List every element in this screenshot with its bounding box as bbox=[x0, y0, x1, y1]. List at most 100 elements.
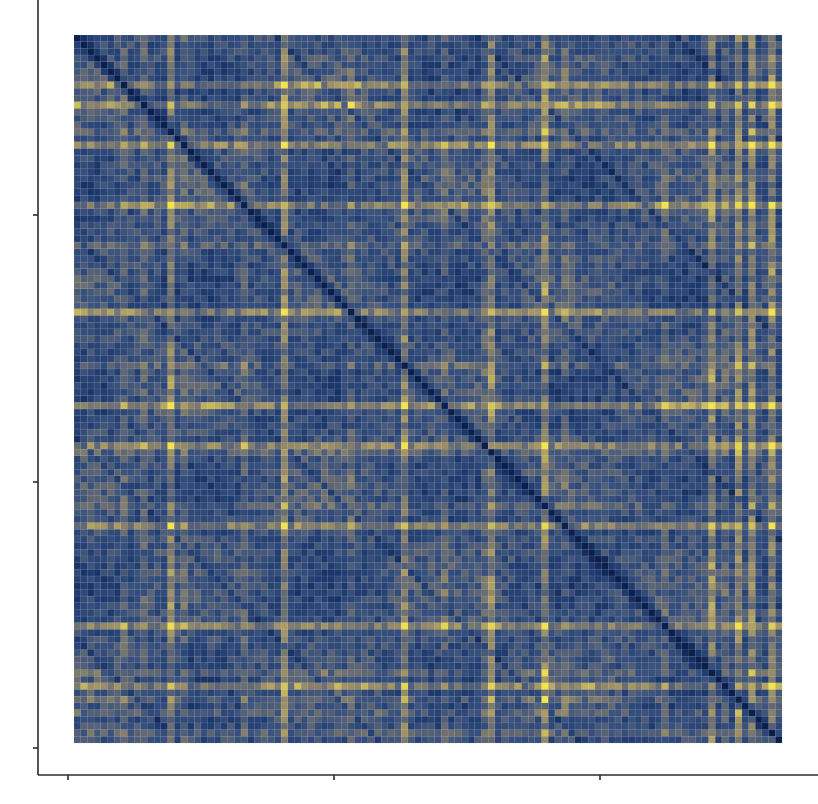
heatmap-cell bbox=[73, 348, 81, 356]
heatmap-cell bbox=[694, 88, 703, 96]
heatmap-cell bbox=[387, 114, 395, 123]
heatmap-cell bbox=[487, 248, 496, 256]
heatmap-cell bbox=[688, 128, 696, 136]
heatmap-cell bbox=[367, 195, 375, 203]
heatmap-cell bbox=[701, 268, 709, 276]
heatmap-cell bbox=[194, 54, 202, 62]
heatmap-cell bbox=[180, 181, 188, 189]
heatmap-cell bbox=[701, 181, 709, 189]
heatmap-cell bbox=[728, 322, 736, 330]
heatmap-cell bbox=[427, 48, 435, 56]
heatmap-cell bbox=[220, 322, 228, 330]
heatmap-cell bbox=[634, 188, 642, 196]
heatmap-cell bbox=[107, 68, 115, 76]
heatmap-cell bbox=[207, 328, 215, 336]
heatmap-cell bbox=[741, 315, 749, 323]
heatmap-cell bbox=[80, 135, 88, 143]
heatmap-cell bbox=[214, 235, 222, 243]
heatmap-cell bbox=[314, 255, 322, 263]
heatmap-cell bbox=[147, 275, 155, 283]
heatmap-cell bbox=[755, 275, 763, 283]
heatmap-cell bbox=[648, 308, 656, 316]
heatmap-cell bbox=[507, 88, 516, 96]
heatmap-cell bbox=[274, 175, 282, 183]
heatmap-cell bbox=[194, 221, 202, 229]
heatmap-cell bbox=[394, 168, 402, 176]
heatmap-cells bbox=[73, 34, 783, 744]
heatmap-cell bbox=[681, 201, 689, 209]
heatmap-cell bbox=[521, 241, 529, 249]
heatmap-cell bbox=[120, 275, 128, 283]
heatmap-cell bbox=[487, 342, 496, 350]
heatmap-cell bbox=[514, 148, 522, 156]
heatmap-cell bbox=[528, 261, 536, 269]
heatmap-cell bbox=[768, 241, 776, 249]
heatmap-cell bbox=[614, 41, 622, 49]
heatmap-cell bbox=[354, 61, 362, 69]
heatmap-cell bbox=[147, 235, 155, 243]
heatmap-cell bbox=[340, 241, 349, 249]
heatmap-cell bbox=[200, 335, 208, 343]
heatmap-cell bbox=[320, 168, 329, 176]
heatmap-cell bbox=[601, 255, 609, 263]
heatmap-cell bbox=[534, 141, 542, 149]
heatmap-cell bbox=[93, 155, 101, 163]
heatmap-cell bbox=[287, 108, 295, 116]
heatmap-cell bbox=[554, 168, 562, 176]
heatmap-cell bbox=[327, 48, 335, 56]
heatmap-cell bbox=[274, 281, 282, 290]
heatmap-cell bbox=[594, 81, 602, 89]
heatmap-cell bbox=[715, 261, 723, 269]
heatmap-cell bbox=[387, 248, 395, 256]
heatmap-cell bbox=[180, 315, 188, 323]
heatmap-cell bbox=[394, 188, 402, 196]
heatmap-cell bbox=[594, 235, 602, 243]
heatmap-cell bbox=[761, 215, 769, 223]
heatmap-cell bbox=[621, 208, 629, 216]
heatmap-cell bbox=[728, 342, 736, 350]
heatmap-cell bbox=[441, 74, 449, 82]
heatmap-cell bbox=[354, 308, 362, 316]
heatmap-cell bbox=[93, 348, 101, 356]
heatmap-cell bbox=[334, 48, 342, 56]
heatmap-cell bbox=[694, 288, 703, 296]
heatmap-cell bbox=[381, 121, 389, 129]
heatmap-cell bbox=[147, 255, 155, 263]
heatmap-cell bbox=[361, 342, 369, 350]
heatmap-cell bbox=[187, 74, 195, 82]
heatmap-cell bbox=[621, 228, 629, 236]
heatmap-cell bbox=[73, 61, 81, 69]
heatmap-cell bbox=[775, 235, 783, 243]
heatmap-cell bbox=[280, 275, 288, 283]
heatmap-cell bbox=[735, 308, 743, 316]
heatmap-cell bbox=[715, 128, 723, 136]
heatmap-cell bbox=[87, 128, 95, 136]
heatmap-cell bbox=[654, 301, 662, 310]
heatmap-cell bbox=[421, 328, 429, 336]
heatmap-cell bbox=[401, 295, 409, 303]
heatmap-cell bbox=[487, 201, 496, 209]
heatmap-cell bbox=[721, 235, 729, 243]
heatmap-cell bbox=[254, 235, 262, 243]
heatmap-cell bbox=[474, 74, 482, 82]
heatmap-cell bbox=[387, 295, 395, 303]
heatmap-cell bbox=[187, 301, 195, 310]
heatmap-cell bbox=[541, 241, 549, 249]
heatmap-cell bbox=[755, 114, 763, 123]
heatmap-cell bbox=[681, 322, 689, 330]
heatmap-cell bbox=[80, 301, 88, 310]
heatmap-cell bbox=[327, 275, 335, 283]
heatmap-cell bbox=[487, 228, 496, 236]
heatmap-cell bbox=[694, 275, 703, 283]
heatmap-cell bbox=[634, 34, 642, 42]
heatmap-cell bbox=[581, 81, 589, 89]
heatmap-cell bbox=[194, 88, 202, 96]
heatmap-cell bbox=[187, 114, 195, 123]
heatmap-cell bbox=[434, 148, 442, 156]
heatmap-cell bbox=[381, 275, 389, 283]
heatmap-cell bbox=[234, 288, 242, 296]
heatmap-cell bbox=[728, 175, 736, 183]
heatmap-cell bbox=[267, 101, 275, 109]
heatmap-cell bbox=[521, 221, 529, 229]
heatmap-cell bbox=[481, 235, 489, 243]
